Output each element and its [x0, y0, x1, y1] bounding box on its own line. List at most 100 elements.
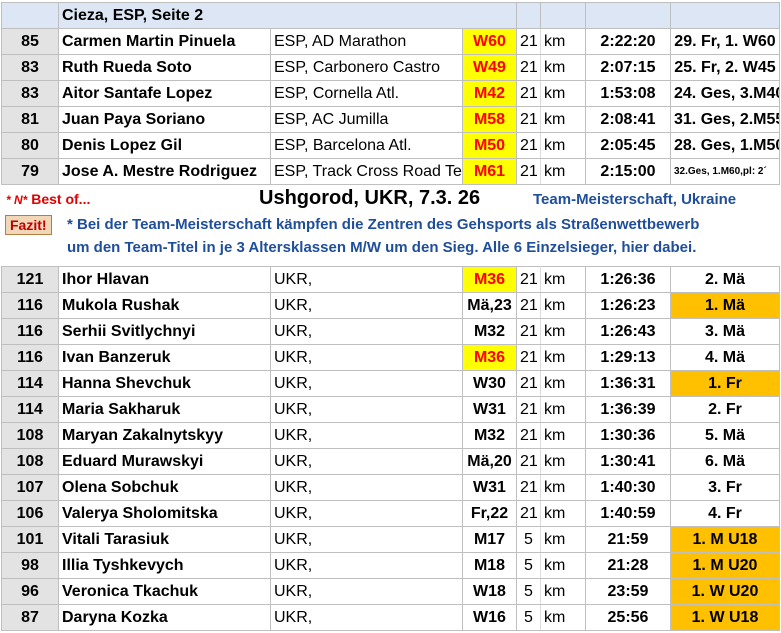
age-class-cell[interactable]: M32	[462, 422, 517, 449]
age-class-cell[interactable]: M18	[462, 552, 517, 579]
athlete-name-cell[interactable]: Valerya Sholomitska	[58, 500, 271, 527]
age-class-cell[interactable]: M32	[462, 318, 517, 345]
time-cell[interactable]: 2:08:41	[585, 106, 671, 133]
age-class-cell[interactable]: M17	[462, 526, 517, 553]
time-cell[interactable]: 1:30:41	[585, 448, 671, 475]
time-cell[interactable]: 21:28	[585, 552, 671, 579]
unit-cell[interactable]: km	[540, 396, 586, 423]
placement-cell[interactable]: 1. W U20	[670, 578, 780, 605]
placement-cell[interactable]: 1. Fr	[670, 370, 780, 397]
unit-cell[interactable]: km	[540, 318, 586, 345]
club-cell[interactable]: UKR,	[270, 396, 463, 423]
time-cell[interactable]: 1:40:59	[585, 500, 671, 527]
unit-cell[interactable]: km	[540, 370, 586, 397]
points-cell[interactable]: 106	[1, 500, 59, 527]
time-cell[interactable]: 1:26:43	[585, 318, 671, 345]
distance-cell[interactable]: 21	[516, 474, 541, 501]
placement-cell[interactable]: 24. Ges, 3.M40	[670, 80, 780, 107]
club-cell[interactable]: UKR,	[270, 500, 463, 527]
points-cell[interactable]: 108	[1, 422, 59, 449]
distance-cell[interactable]: 21	[516, 422, 541, 449]
athlete-name-cell[interactable]: Serhii Svitlychnyi	[58, 318, 271, 345]
distance-cell[interactable]: 21	[516, 158, 541, 185]
distance-cell[interactable]: 21	[516, 370, 541, 397]
section-header[interactable]: Cieza, ESP, Seite 2	[58, 2, 517, 29]
time-cell[interactable]: 1:40:30	[585, 474, 671, 501]
club-cell[interactable]: UKR,	[270, 604, 463, 631]
unit-cell[interactable]: km	[540, 158, 586, 185]
club-cell[interactable]: ESP, Carbonero Castro	[270, 54, 463, 81]
distance-cell[interactable]: 5	[516, 552, 541, 579]
age-class-cell[interactable]: W49	[462, 54, 517, 81]
athlete-name-cell[interactable]: Ruth Rueda Soto	[58, 54, 271, 81]
distance-cell[interactable]: 21	[516, 448, 541, 475]
athlete-name-cell[interactable]: Illia Tyshkevych	[58, 552, 271, 579]
time-cell[interactable]: 1:36:39	[585, 396, 671, 423]
age-class-cell[interactable]: M42	[462, 80, 517, 107]
points-cell[interactable]: 87	[1, 604, 59, 631]
athlete-name-cell[interactable]: Denis Lopez Gil	[58, 132, 271, 159]
distance-cell[interactable]: 5	[516, 604, 541, 631]
athlete-name-cell[interactable]: Maria Sakharuk	[58, 396, 271, 423]
distance-cell[interactable]: 21	[516, 28, 541, 55]
placement-cell[interactable]: 2. Mä	[670, 266, 780, 293]
placement-cell[interactable]: 1. Mä	[670, 292, 780, 319]
age-class-cell[interactable]: Mä,20	[462, 448, 517, 475]
points-cell[interactable]: 116	[1, 318, 59, 345]
athlete-name-cell[interactable]: Eduard Murawskyi	[58, 448, 271, 475]
time-cell[interactable]: 2:07:15	[585, 54, 671, 81]
placement-cell[interactable]: 29. Fr, 1. W60	[670, 28, 780, 55]
header-empty-cell[interactable]	[670, 2, 780, 29]
placement-cell[interactable]: 32.Ges, 1.M60,pl: 2´	[670, 158, 780, 185]
placement-cell[interactable]: 1. M U20	[670, 552, 780, 579]
athlete-name-cell[interactable]: Carmen Martin Pinuela	[58, 28, 271, 55]
distance-cell[interactable]: 21	[516, 292, 541, 319]
age-class-cell[interactable]: Mä,23	[462, 292, 517, 319]
time-cell[interactable]: 25:56	[585, 604, 671, 631]
athlete-name-cell[interactable]: Ihor Hlavan	[58, 266, 271, 293]
club-cell[interactable]: ESP, Barcelona Atl.	[270, 132, 463, 159]
distance-cell[interactable]: 21	[516, 266, 541, 293]
unit-cell[interactable]: km	[540, 266, 586, 293]
placement-cell[interactable]: 6. Mä	[670, 448, 780, 475]
placement-cell[interactable]: 3. Mä	[670, 318, 780, 345]
points-cell[interactable]: 107	[1, 474, 59, 501]
unit-cell[interactable]: km	[540, 552, 586, 579]
distance-cell[interactable]: 21	[516, 318, 541, 345]
points-cell[interactable]: 114	[1, 370, 59, 397]
athlete-name-cell[interactable]: Mukola Rushak	[58, 292, 271, 319]
club-cell[interactable]: ESP, Cornella Atl.	[270, 80, 463, 107]
points-cell[interactable]: 83	[1, 54, 59, 81]
distance-cell[interactable]: 21	[516, 54, 541, 81]
time-cell[interactable]: 1:26:23	[585, 292, 671, 319]
unit-cell[interactable]: km	[540, 344, 586, 371]
points-cell[interactable]: 116	[1, 292, 59, 319]
athlete-name-cell[interactable]: Veronica Tkachuk	[58, 578, 271, 605]
club-cell[interactable]: UKR,	[270, 578, 463, 605]
header-empty-cell[interactable]	[585, 2, 671, 29]
athlete-name-cell[interactable]: Jose A. Mestre Rodriguez	[58, 158, 271, 185]
placement-cell[interactable]: 5. Mä	[670, 422, 780, 449]
unit-cell[interactable]: km	[540, 54, 586, 81]
club-cell[interactable]: UKR,	[270, 422, 463, 449]
unit-cell[interactable]: km	[540, 526, 586, 553]
unit-cell[interactable]: km	[540, 500, 586, 527]
header-empty-cell[interactable]	[516, 2, 541, 29]
header-empty-cell[interactable]	[540, 2, 586, 29]
unit-cell[interactable]: km	[540, 422, 586, 449]
placement-cell[interactable]: 2. Fr	[670, 396, 780, 423]
athlete-name-cell[interactable]: Aitor Santafe Lopez	[58, 80, 271, 107]
time-cell[interactable]: 2:05:45	[585, 132, 671, 159]
club-cell[interactable]: UKR,	[270, 266, 463, 293]
club-cell[interactable]: ESP, Track Cross Road Team	[270, 158, 463, 185]
club-cell[interactable]: ESP, AD Marathon	[270, 28, 463, 55]
unit-cell[interactable]: km	[540, 474, 586, 501]
athlete-name-cell[interactable]: Hanna Shevchuk	[58, 370, 271, 397]
club-cell[interactable]: UKR,	[270, 526, 463, 553]
unit-cell[interactable]: km	[540, 106, 586, 133]
club-cell[interactable]: UKR,	[270, 370, 463, 397]
club-cell[interactable]: UKR,	[270, 448, 463, 475]
time-cell[interactable]: 1:29:13	[585, 344, 671, 371]
time-cell[interactable]: 1:26:36	[585, 266, 671, 293]
time-cell[interactable]: 23:59	[585, 578, 671, 605]
